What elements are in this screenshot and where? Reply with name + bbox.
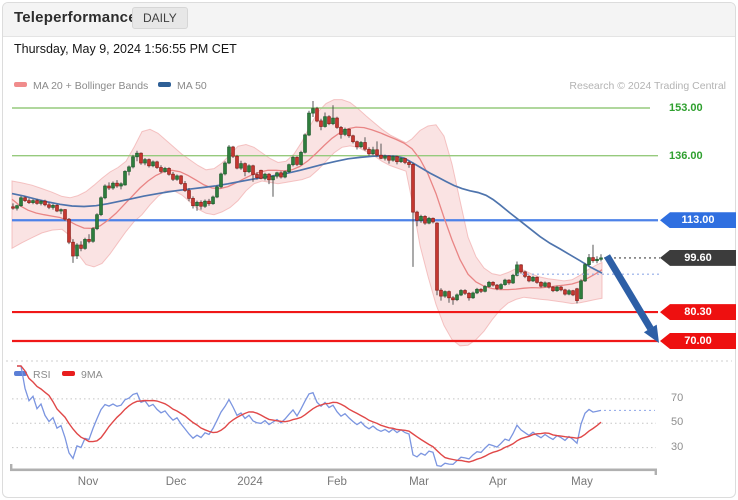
bearish-arrow-head xyxy=(643,324,659,343)
x-axis-left-tick xyxy=(10,464,13,469)
ma20-legend-swatch xyxy=(14,82,27,87)
x-tick-2024: 2024 xyxy=(237,476,263,488)
x-tick-Nov: Nov xyxy=(77,476,99,488)
price-label-99.60: 99.60 xyxy=(660,249,736,266)
x-axis-right-tick xyxy=(654,471,657,475)
x-tick-Feb: Feb xyxy=(327,476,347,488)
legend-ma20-bollinger: MA 20 + Bollinger Bands xyxy=(14,80,148,92)
price-label-113.00: 113.00 xyxy=(660,212,736,229)
x-axis-bar xyxy=(10,468,657,472)
price-label-80.30: 80.30 xyxy=(660,304,736,321)
rsi-level-label-50: 50 xyxy=(671,416,684,429)
research-credit: Research © 2024 Trading Central xyxy=(569,80,726,92)
price-label-153.00: 153.00 xyxy=(669,102,703,114)
legend-ma50: MA 50 xyxy=(158,80,207,92)
rsi-level-label-70: 70 xyxy=(671,391,684,404)
legend-rsi: RSI xyxy=(14,369,51,381)
timeframe-badge[interactable]: DAILY xyxy=(132,7,188,29)
legend-rsi-9ma: 9MA xyxy=(62,369,103,381)
rsi-line xyxy=(17,365,602,467)
x-tick-Dec: Dec xyxy=(165,476,187,488)
candles xyxy=(11,101,603,305)
bearish-arrow-shaft xyxy=(603,254,654,331)
ma20-line xyxy=(11,126,603,291)
price-label-136.00: 136.00 xyxy=(669,149,703,162)
rsi-legend-swatch xyxy=(14,371,27,376)
datetime-line: Thursday, May 9, 2024 1:56:55 PM CET xyxy=(14,42,237,56)
rsi-level-label-30: 30 xyxy=(671,440,684,453)
rsi-9ma-legend-swatch xyxy=(62,371,75,376)
x-tick-Mar: Mar xyxy=(409,476,429,488)
x-tick-Apr: Apr xyxy=(489,476,507,488)
page-title: Teleperformance xyxy=(14,9,137,26)
ma50-line xyxy=(11,154,603,274)
ma50-legend-swatch xyxy=(158,82,171,87)
header xyxy=(3,3,735,37)
price-label-70.00: 70.00 xyxy=(660,332,736,349)
rsi-9ma-line xyxy=(17,365,602,463)
bollinger-band-area xyxy=(11,99,603,347)
x-tick-May: May xyxy=(571,476,593,488)
